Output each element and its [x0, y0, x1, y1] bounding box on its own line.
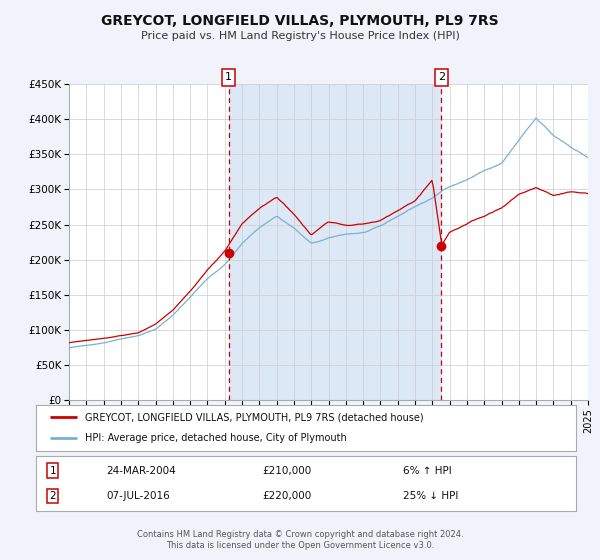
Text: Price paid vs. HM Land Registry's House Price Index (HPI): Price paid vs. HM Land Registry's House …	[140, 31, 460, 41]
Text: 1: 1	[49, 466, 56, 475]
Text: GREYCOT, LONGFIELD VILLAS, PLYMOUTH, PL9 7RS (detached house): GREYCOT, LONGFIELD VILLAS, PLYMOUTH, PL9…	[85, 412, 423, 422]
Text: HPI: Average price, detached house, City of Plymouth: HPI: Average price, detached house, City…	[85, 433, 346, 444]
Text: 07-JUL-2016: 07-JUL-2016	[106, 491, 170, 501]
Text: 2: 2	[438, 72, 445, 82]
Text: £220,000: £220,000	[263, 491, 312, 501]
Text: GREYCOT, LONGFIELD VILLAS, PLYMOUTH, PL9 7RS: GREYCOT, LONGFIELD VILLAS, PLYMOUTH, PL9…	[101, 14, 499, 28]
Text: 6% ↑ HPI: 6% ↑ HPI	[403, 466, 452, 475]
Text: Contains HM Land Registry data © Crown copyright and database right 2024.: Contains HM Land Registry data © Crown c…	[137, 530, 463, 539]
Text: 2: 2	[49, 491, 56, 501]
Text: £210,000: £210,000	[263, 466, 312, 475]
Text: This data is licensed under the Open Government Licence v3.0.: This data is licensed under the Open Gov…	[166, 541, 434, 550]
Text: 24-MAR-2004: 24-MAR-2004	[106, 466, 176, 475]
Text: 1: 1	[225, 72, 232, 82]
Text: 25% ↓ HPI: 25% ↓ HPI	[403, 491, 458, 501]
